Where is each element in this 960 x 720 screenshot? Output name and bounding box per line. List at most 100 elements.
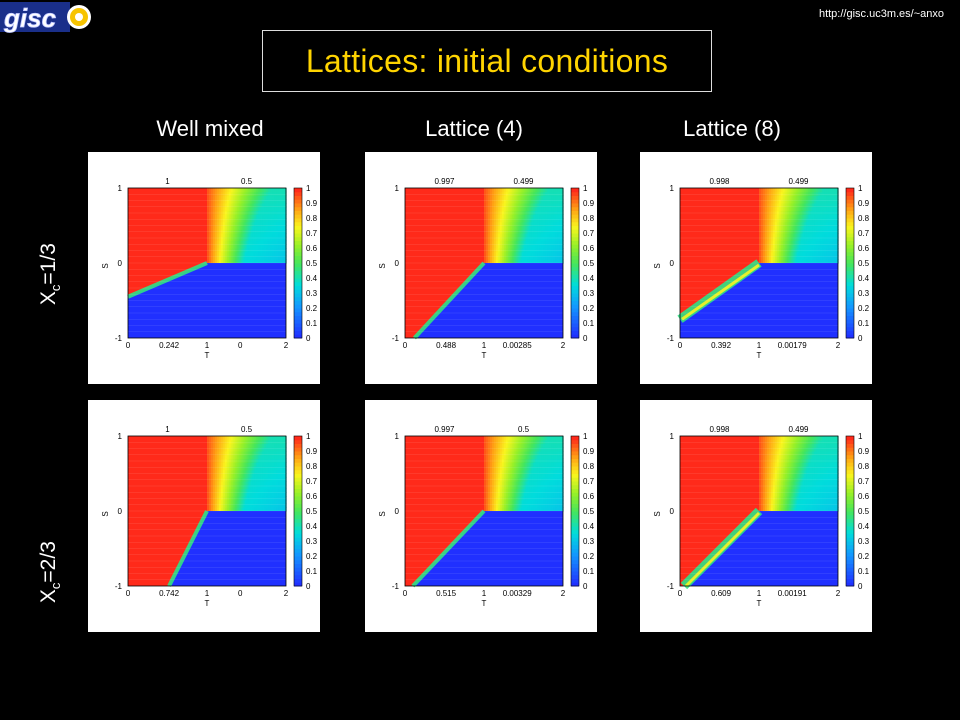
y-tick-label: 1 <box>670 184 675 193</box>
region-label-top-right: 0.5 <box>241 425 253 434</box>
colorbar-cell <box>571 529 579 534</box>
region-label-bottom-left: 0.742 <box>159 589 180 598</box>
colorbar-cell <box>571 334 579 339</box>
colorbar-cell <box>294 334 302 339</box>
region-label-bottom-right: 0.00285 <box>503 341 532 350</box>
colorbar-cell <box>846 439 854 444</box>
colorbar-cell <box>846 567 854 572</box>
colorbar-tick-label: 1 <box>306 432 311 441</box>
y-axis-label: S <box>101 263 110 268</box>
colorbar-cell <box>571 454 579 459</box>
colorbar-cell <box>294 323 302 328</box>
plot-frame <box>127 435 287 587</box>
colorbar-cell <box>846 556 854 561</box>
x-tick-label: 0 <box>126 589 131 598</box>
colorbar-cell <box>571 248 579 253</box>
colorbar-cell <box>294 439 302 444</box>
heatmap-cells <box>484 436 564 512</box>
region-label-top-right: 0.499 <box>513 177 534 186</box>
colorbar-cell <box>846 270 854 275</box>
colorbar-cell <box>294 552 302 557</box>
row-label-xc-2-3: Xc=2/3 <box>36 541 64 604</box>
colorbar-cell <box>846 529 854 534</box>
colorbar-tick-label: 0.8 <box>306 462 318 471</box>
colorbar-tick-label: 0.3 <box>858 537 870 546</box>
colorbar-cell <box>571 229 579 234</box>
colorbar-cell <box>294 484 302 489</box>
x-tick-label: 0 <box>403 589 408 598</box>
colorbar-tick-label: 0.1 <box>858 319 870 328</box>
colorbar-cell <box>846 503 854 508</box>
region-label-bottom-right: 0 <box>238 589 243 598</box>
y-tick-label: 0 <box>395 507 400 516</box>
x-tick-label: 2 <box>836 341 841 350</box>
y-axis-label: S <box>101 511 110 516</box>
colorbar-cell <box>571 571 579 576</box>
colorbar-cell <box>846 218 854 223</box>
y-tick-label: -1 <box>667 334 675 343</box>
colorbar-tick-label: 0.7 <box>858 477 870 486</box>
colorbar-cell <box>846 263 854 268</box>
colorbar-cell <box>571 236 579 241</box>
colorbar-tick-label: 1 <box>583 432 588 441</box>
x-tick-label: 1 <box>205 589 210 598</box>
colorbar-cell <box>846 274 854 279</box>
region-label-top-right: 0.5 <box>518 425 530 434</box>
colorbar-cell <box>294 522 302 527</box>
colorbar-cell <box>294 270 302 275</box>
colorbar-cell <box>571 319 579 324</box>
colorbar-cell <box>571 533 579 538</box>
colorbar-cell <box>846 469 854 474</box>
colorbar-cell <box>571 439 579 444</box>
colorbar-cell <box>846 492 854 497</box>
colorbar-cell <box>846 458 854 463</box>
region-label-top-left: 0.998 <box>709 177 730 186</box>
colorbar-tick-label: 0.5 <box>306 507 318 516</box>
colorbar-cell <box>571 484 579 489</box>
colorbar-cell <box>846 544 854 549</box>
colorbar-tick-label: 0.9 <box>858 199 870 208</box>
region-label-bottom-right: 0.00191 <box>778 589 807 598</box>
colorbar-tick-label: 0.7 <box>583 477 595 486</box>
colorbar-cell <box>571 447 579 452</box>
y-axis-label: S <box>653 511 662 516</box>
boundary-band-inner <box>681 263 760 321</box>
colorbar-cell <box>571 477 579 482</box>
page-title: Lattices: initial conditions <box>305 42 669 79</box>
colorbar-cell <box>294 296 302 301</box>
colorbar-cell <box>846 304 854 309</box>
colorbar-cell <box>294 293 302 298</box>
colorbar-cell <box>846 481 854 486</box>
colorbar-cell <box>294 462 302 467</box>
colorbar-cell <box>846 206 854 211</box>
colorbar-cell <box>846 477 854 482</box>
colorbar-cell <box>846 447 854 452</box>
colorbar-cell <box>846 526 854 531</box>
colorbar-cell <box>571 526 579 531</box>
colorbar-cell <box>571 563 579 568</box>
colorbar-tick-label: 0.9 <box>858 447 870 456</box>
colorbar-cell <box>294 571 302 576</box>
colorbar-cell <box>571 221 579 226</box>
colorbar-cell <box>571 443 579 448</box>
colorbar-cell <box>294 199 302 204</box>
colorbar-tick-label: 0.6 <box>858 492 870 501</box>
row-label-xc-1-3: Xc=1/3 <box>36 243 64 306</box>
colorbar-cell <box>571 567 579 572</box>
region-label-top-right: 0.5 <box>241 177 253 186</box>
colorbar-cell <box>294 259 302 264</box>
region-label-top-left: 0.998 <box>709 425 730 434</box>
colorbar-tick-label: 1 <box>306 184 311 193</box>
colorbar-cell <box>846 563 854 568</box>
region-label-bottom-right: 0 <box>238 341 243 350</box>
colorbar-tick-label: 0.2 <box>583 304 595 313</box>
site-url[interactable]: http://gisc.uc3m.es/~anxo <box>818 8 944 20</box>
colorbar-tick-label: 0.6 <box>306 492 318 501</box>
x-axis-label: T <box>482 599 487 608</box>
colorbar-cell <box>571 259 579 264</box>
colorbar-cell <box>846 244 854 249</box>
colorbar-cell <box>294 221 302 226</box>
colorbar-tick-label: 0.1 <box>306 567 318 576</box>
